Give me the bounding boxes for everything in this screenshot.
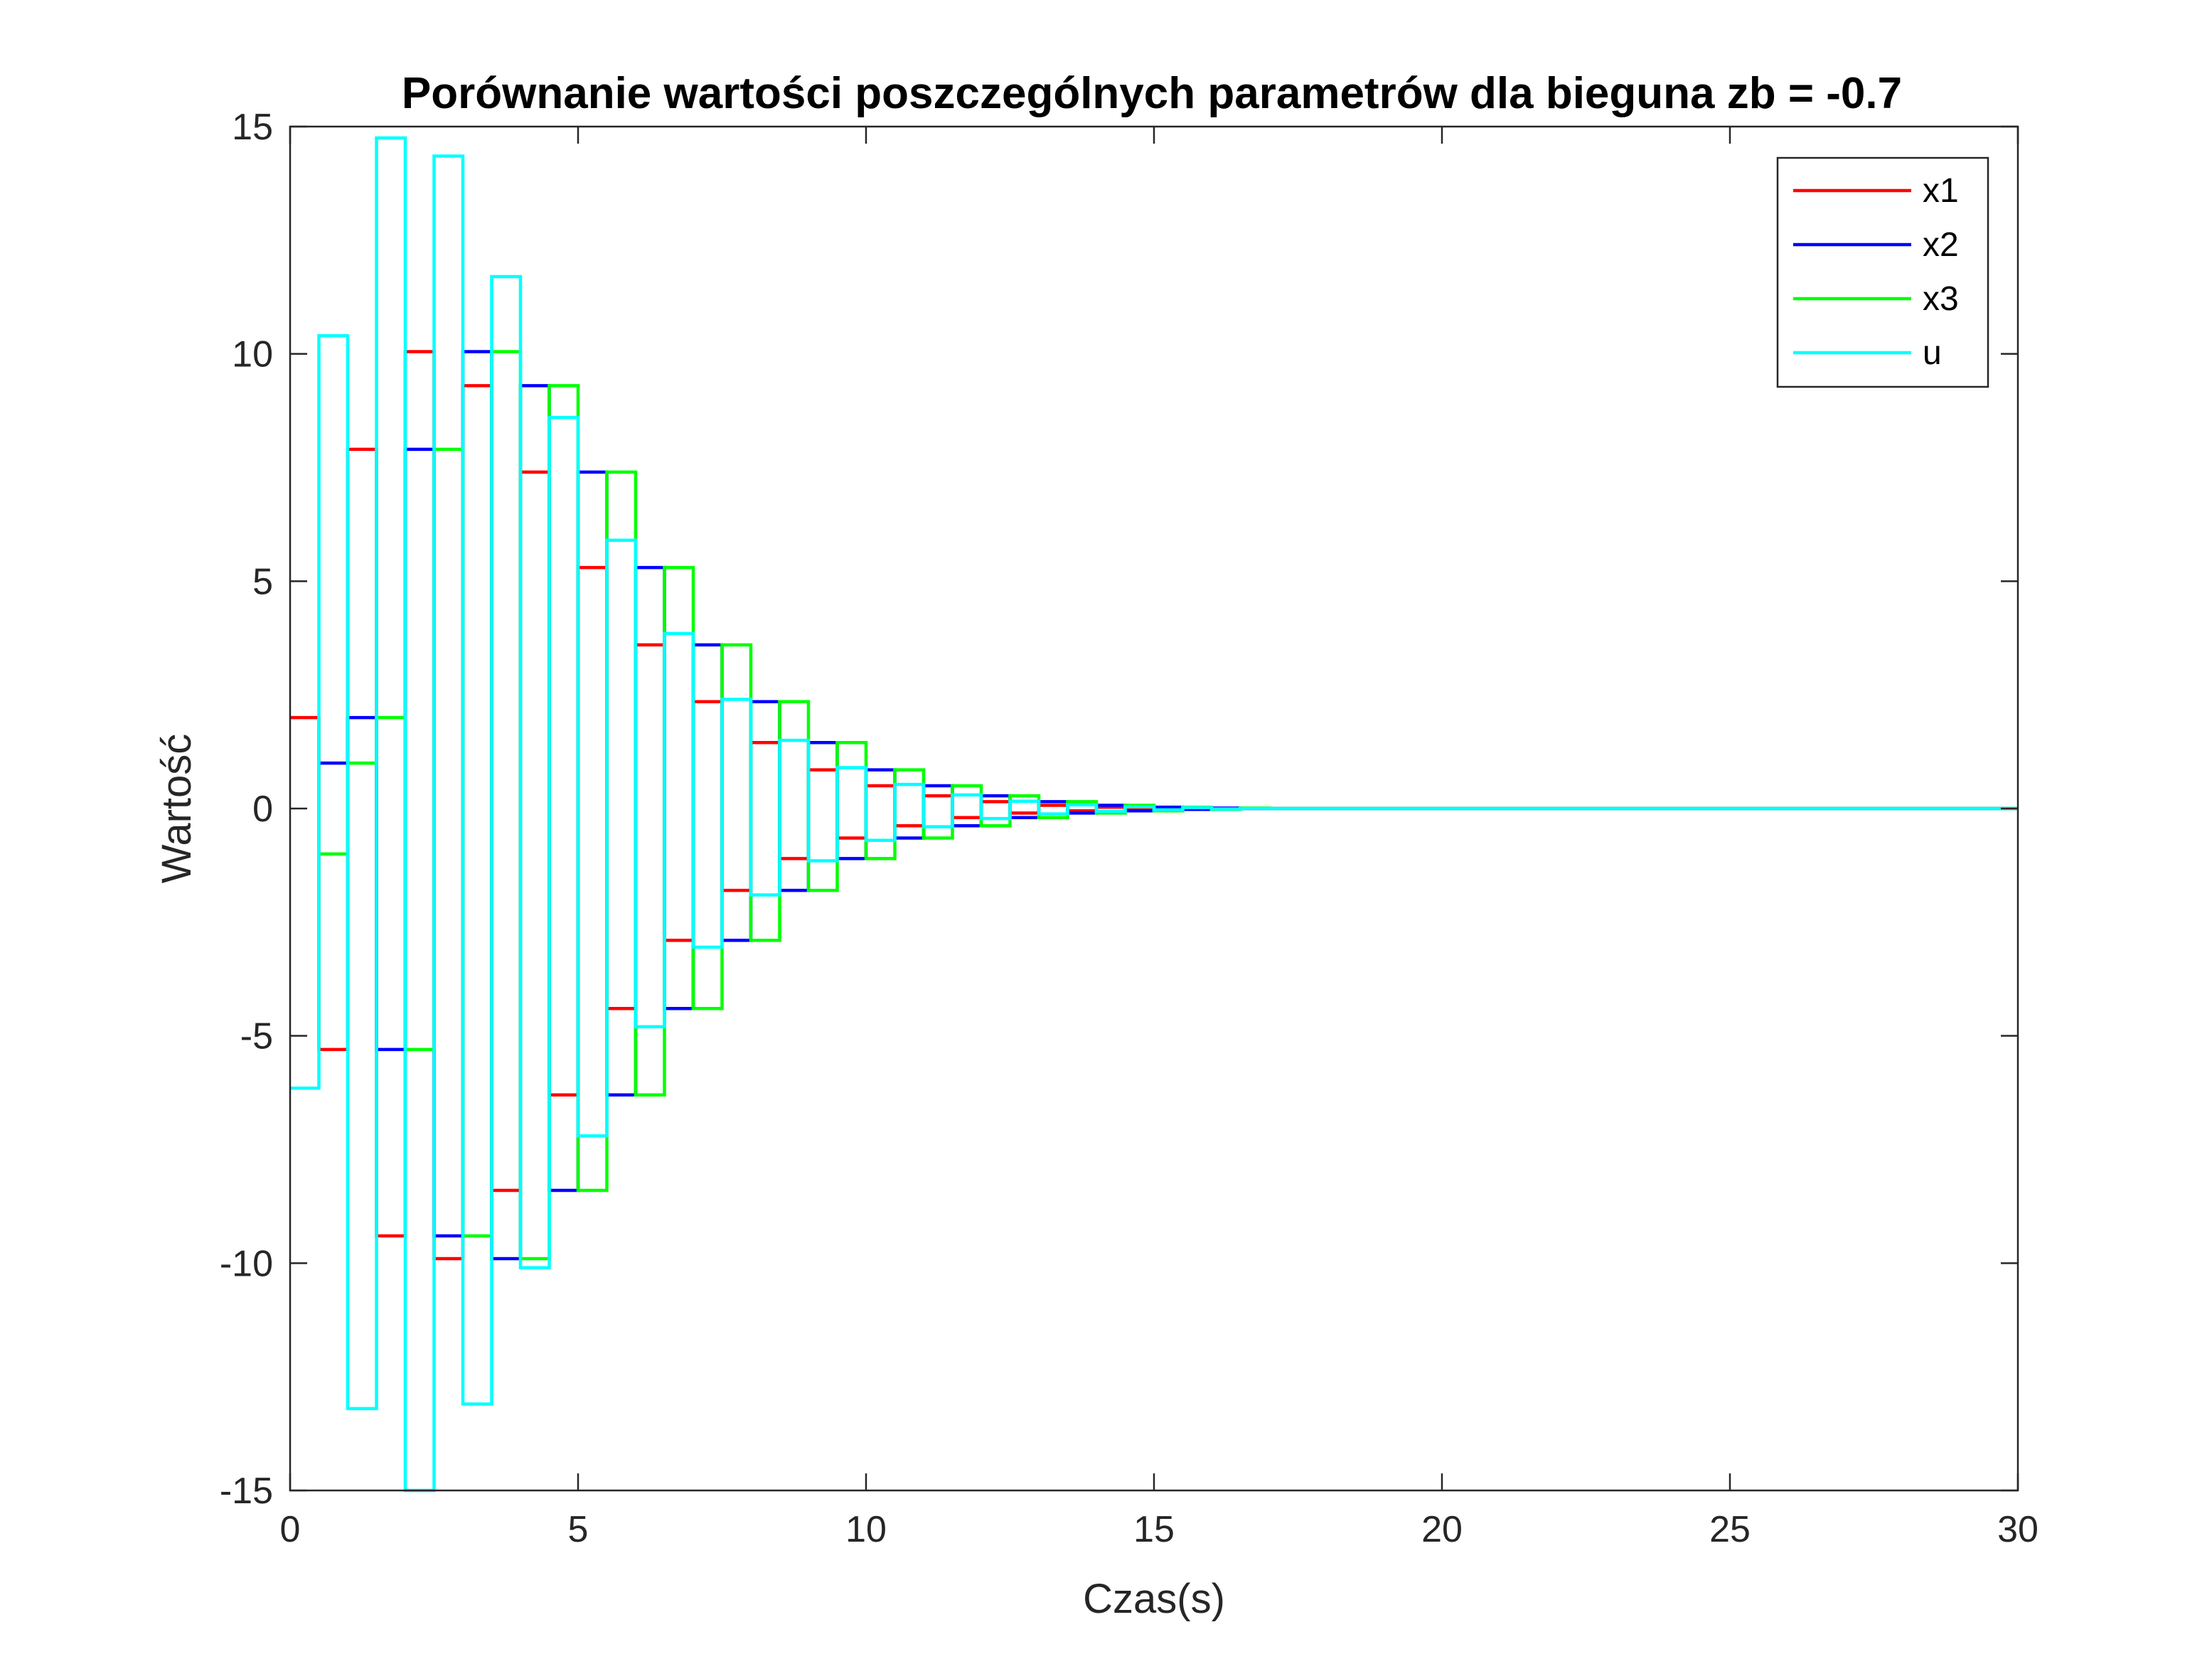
x-tick-label: 5 bbox=[568, 1509, 589, 1550]
y-axis-label: Wartość bbox=[154, 734, 200, 884]
x-tick-label: 10 bbox=[845, 1509, 887, 1550]
y-tick-label: 0 bbox=[252, 789, 273, 830]
legend-box bbox=[1776, 156, 1989, 388]
legend-label-x3: x3 bbox=[1923, 280, 1959, 318]
y-tick-label: -15 bbox=[220, 1471, 273, 1512]
legend-entries: x1 x2 x3 u bbox=[1793, 172, 1959, 372]
tick-layer: 0 5 10 15 20 25 30 -15 -10 -5 0 5 10 15 bbox=[220, 107, 2039, 1550]
series-layer bbox=[290, 136, 2018, 1493]
y-tick-label: 5 bbox=[252, 561, 273, 602]
x-axis-label: Czas(s) bbox=[1083, 1576, 1225, 1622]
y-tick-label: 15 bbox=[232, 107, 273, 148]
series-line-u bbox=[290, 136, 2018, 1493]
x-tick-label: 30 bbox=[1997, 1509, 2039, 1550]
y-tick-label: -5 bbox=[240, 1016, 273, 1057]
series-line-x1 bbox=[290, 350, 2018, 1261]
plot-area: 0 5 10 15 20 25 30 -15 -10 -5 0 5 10 15 bbox=[220, 107, 2039, 1550]
legend-label-x2: x2 bbox=[1923, 226, 1959, 264]
x-tick-label: 15 bbox=[1133, 1509, 1175, 1550]
legend: x1 x2 x3 u bbox=[1776, 156, 1989, 388]
x-tick-label: 20 bbox=[1421, 1509, 1463, 1550]
y-tick-label: -10 bbox=[220, 1243, 273, 1284]
legend-label-u: u bbox=[1923, 334, 1942, 372]
x-tick-label: 25 bbox=[1709, 1509, 1751, 1550]
y-tick-label: 10 bbox=[232, 334, 273, 375]
x-tick-label: 0 bbox=[280, 1509, 301, 1550]
legend-label-x1: x1 bbox=[1923, 172, 1959, 210]
chart-title: Porównanie wartości poszczególnych param… bbox=[402, 69, 1902, 118]
